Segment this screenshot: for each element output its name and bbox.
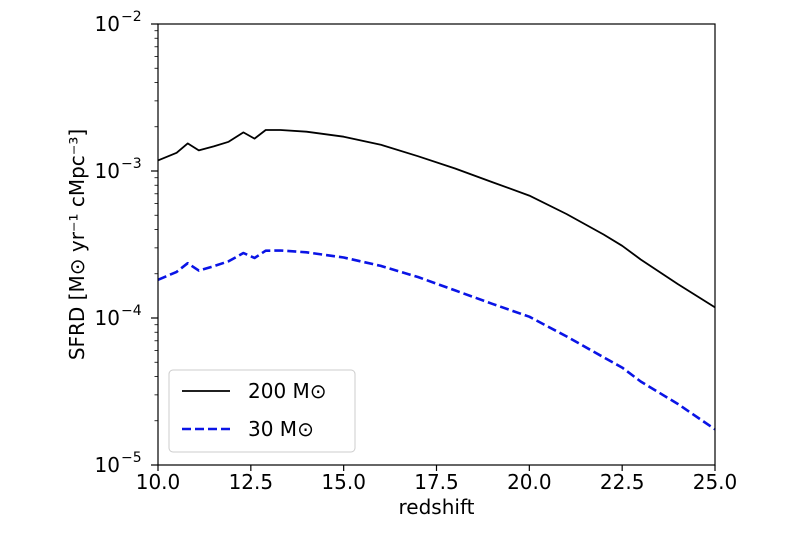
x-axis: 10.0 12.5 15.0 17.5 20.0 22.5 25.0	[136, 465, 738, 494]
x-tick-label: 20.0	[507, 470, 552, 494]
y-tick-base: 10	[95, 12, 120, 36]
y-tick-exponent: −4	[121, 303, 142, 319]
x-tick-label: 12.5	[229, 470, 274, 494]
y-tick-exponent: −2	[121, 9, 142, 25]
series-line-1	[157, 249, 716, 431]
x-tick-label: 10.0	[136, 470, 181, 494]
y-tick-base: 10	[95, 306, 120, 330]
y-axis-label: SFRD [M⊙ yr⁻¹ cMpc⁻³]	[65, 129, 89, 360]
x-tick-label: 22.5	[600, 470, 645, 494]
x-tick-label: 25.0	[693, 470, 738, 494]
x-tick-label: 17.5	[414, 470, 459, 494]
series-line-0	[157, 129, 716, 309]
legend-label-30: 30 M⊙	[248, 417, 314, 441]
legend: 200 M⊙ 30 M⊙	[168, 369, 356, 453]
y-tick-base: 10	[95, 159, 120, 183]
x-axis-label: redshift	[399, 495, 475, 519]
y-tick-exponent: −5	[121, 450, 142, 466]
x-tick-label: 15.0	[321, 470, 366, 494]
y-axis: 10−510−410−310−2	[95, 9, 158, 477]
y-tick-exponent: −3	[121, 156, 142, 172]
plot-lines	[157, 129, 716, 431]
y-tick-base: 10	[95, 453, 120, 477]
legend-label-200: 200 M⊙	[248, 379, 327, 403]
